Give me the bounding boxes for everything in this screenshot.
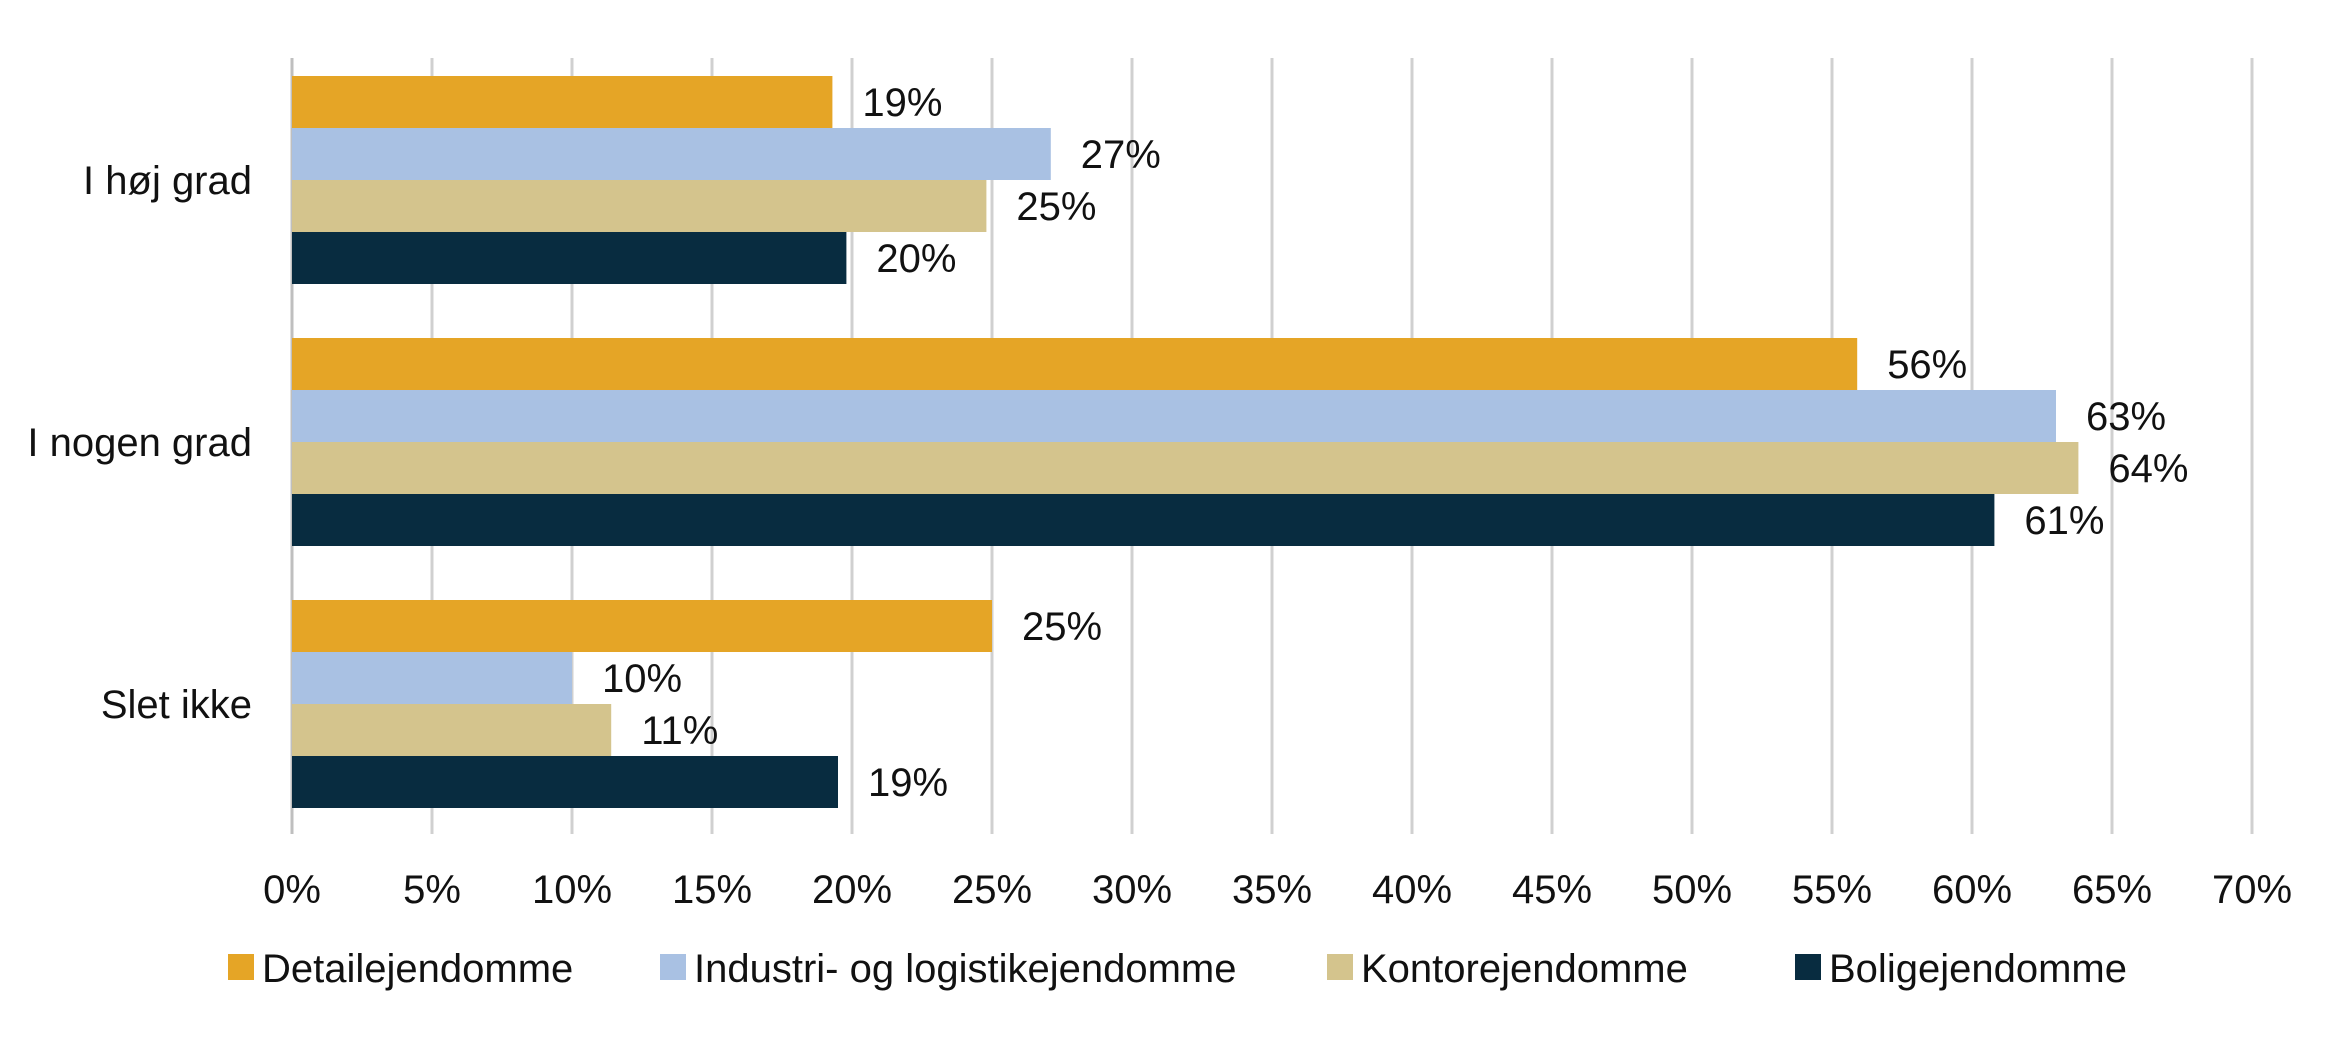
legend-label: Kontorejendomme	[1361, 947, 1688, 991]
legend-label: Boligejendomme	[1829, 947, 2127, 991]
bar	[292, 128, 1051, 180]
x-tick-label: 65%	[2072, 868, 2152, 912]
x-tick-label: 10%	[532, 868, 612, 912]
bar	[292, 338, 1858, 390]
data-label: 64%	[2108, 447, 2188, 491]
x-tick-label: 40%	[1372, 868, 1452, 912]
bar	[292, 494, 1995, 546]
x-tick-label: 0%	[263, 868, 321, 912]
legend-label: Industri- og logistikejendomme	[694, 947, 1236, 991]
data-label: 10%	[602, 657, 682, 701]
x-tick-label: 25%	[952, 868, 1032, 912]
x-tick-label: 70%	[2212, 868, 2292, 912]
data-label: 19%	[862, 81, 942, 125]
bar	[292, 76, 833, 128]
bar	[292, 390, 2056, 442]
legend-swatch	[660, 954, 686, 980]
bar	[292, 232, 847, 284]
category-label: Slet ikke	[101, 683, 252, 727]
bar	[292, 442, 2079, 494]
x-tick-label: 15%	[672, 868, 752, 912]
bar	[292, 652, 572, 704]
x-tick-label: 5%	[403, 868, 461, 912]
legend-swatch	[228, 954, 254, 980]
data-label: 56%	[1887, 343, 1967, 387]
data-label: 61%	[2024, 499, 2104, 543]
bar	[292, 704, 612, 756]
x-tick-label: 30%	[1092, 868, 1172, 912]
bar	[292, 600, 992, 652]
legend-label: Detailejendomme	[262, 947, 573, 991]
data-label: 19%	[868, 761, 948, 805]
bar	[292, 756, 838, 808]
data-label: 63%	[2086, 395, 2166, 439]
data-label: 25%	[1016, 185, 1096, 229]
x-tick-label: 35%	[1232, 868, 1312, 912]
x-tick-label: 60%	[1932, 868, 2012, 912]
x-tick-label: 20%	[812, 868, 892, 912]
category-label: I nogen grad	[27, 421, 252, 465]
bar	[292, 180, 987, 232]
legend-swatch	[1795, 954, 1821, 980]
x-tick-label: 45%	[1512, 868, 1592, 912]
x-tick-label: 55%	[1792, 868, 1872, 912]
data-label: 25%	[1022, 605, 1102, 649]
x-tick-label: 50%	[1652, 868, 1732, 912]
legend-swatch	[1327, 954, 1353, 980]
data-label: 27%	[1081, 133, 1161, 177]
category-label: I høj grad	[83, 159, 252, 203]
data-label: 11%	[641, 709, 718, 753]
data-label: 20%	[876, 237, 956, 281]
